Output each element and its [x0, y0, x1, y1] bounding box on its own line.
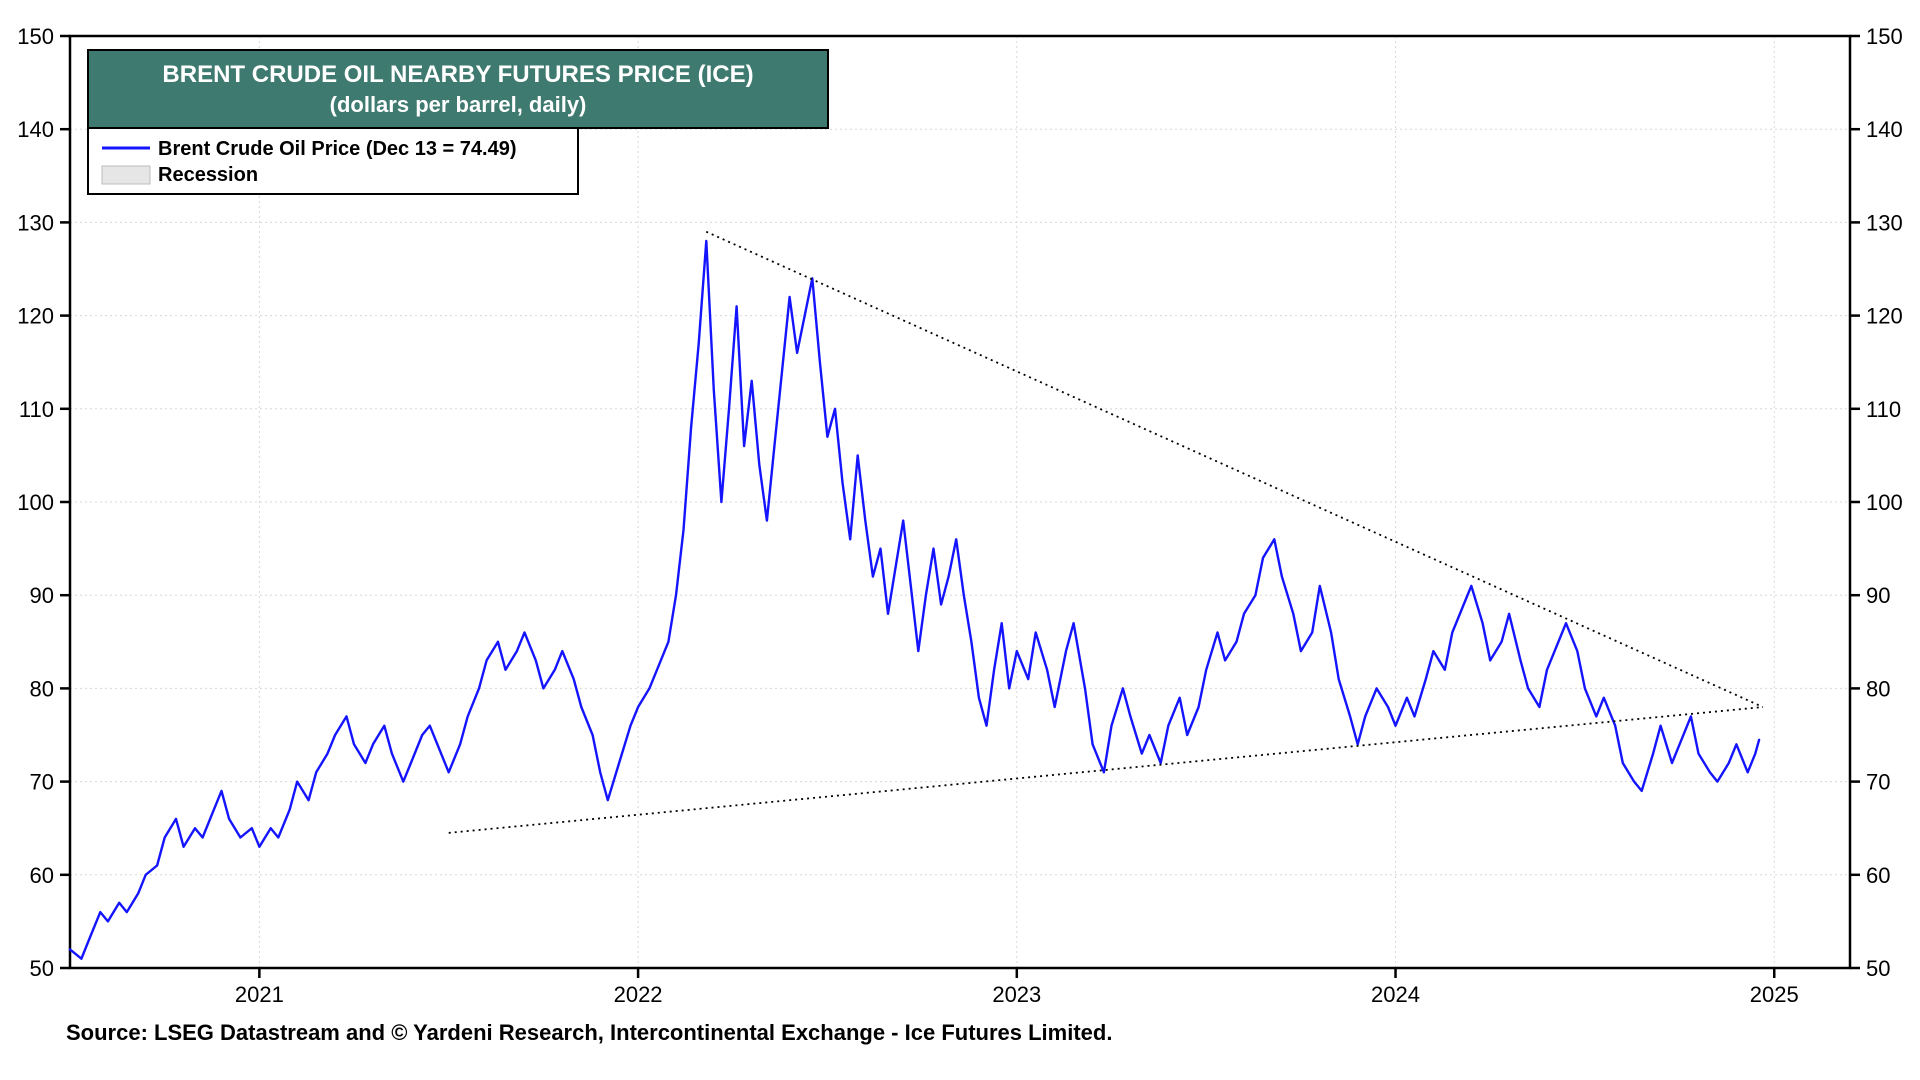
ylabel-left: 140: [17, 117, 54, 142]
legend-recession-swatch: [102, 166, 150, 184]
title-line1: BRENT CRUDE OIL NEARBY FUTURES PRICE (IC…: [162, 61, 753, 88]
ylabel-left: 130: [17, 210, 54, 235]
ylabel-left: 50: [30, 956, 54, 981]
ylabel-right: 130: [1866, 210, 1903, 235]
title-line2: (dollars per barrel, daily): [330, 92, 587, 117]
ylabel-left: 150: [17, 24, 54, 49]
ylabel-right: 90: [1866, 583, 1890, 608]
ylabel-right: 140: [1866, 117, 1903, 142]
ylabel-right: 100: [1866, 490, 1903, 515]
ylabel-right: 50: [1866, 956, 1890, 981]
xlabel: 2021: [235, 982, 284, 1007]
ylabel-left: 100: [17, 490, 54, 515]
xlabel: 2024: [1371, 982, 1420, 1007]
xlabel: 2022: [614, 982, 663, 1007]
ylabel-right: 60: [1866, 863, 1890, 888]
ylabel-right: 150: [1866, 24, 1903, 49]
ylabel-left: 70: [30, 770, 54, 795]
xlabel: 2025: [1750, 982, 1799, 1007]
ylabel-left: 80: [30, 676, 54, 701]
chart-container: 50 60 70 80 90 100 110 120 130 140 150 50 60 70 80 90 10…: [0, 0, 1920, 1080]
ylabel-right: 110: [1866, 397, 1901, 422]
ylabel-left: 120: [17, 304, 54, 329]
chart-svg: 50 60 70 80 90 100 110 120 130 140 150 50 60 70 80 90 10…: [0, 0, 1920, 1080]
ylabel-left: 110: [19, 397, 54, 422]
ylabel-right: 80: [1866, 676, 1890, 701]
source-text: Source: LSEG Datastream and © Yardeni Re…: [66, 1020, 1112, 1045]
xlabel: 2023: [992, 982, 1041, 1007]
legend-recession-label: Recession: [158, 164, 258, 186]
ylabel-left: 90: [30, 583, 54, 608]
ylabel-right: 120: [1866, 304, 1903, 329]
ylabel-left: 60: [30, 863, 54, 888]
legend-series-label: Brent Crude Oil Price (Dec 13 = 74.49): [158, 138, 517, 160]
ylabel-right: 70: [1866, 770, 1890, 795]
